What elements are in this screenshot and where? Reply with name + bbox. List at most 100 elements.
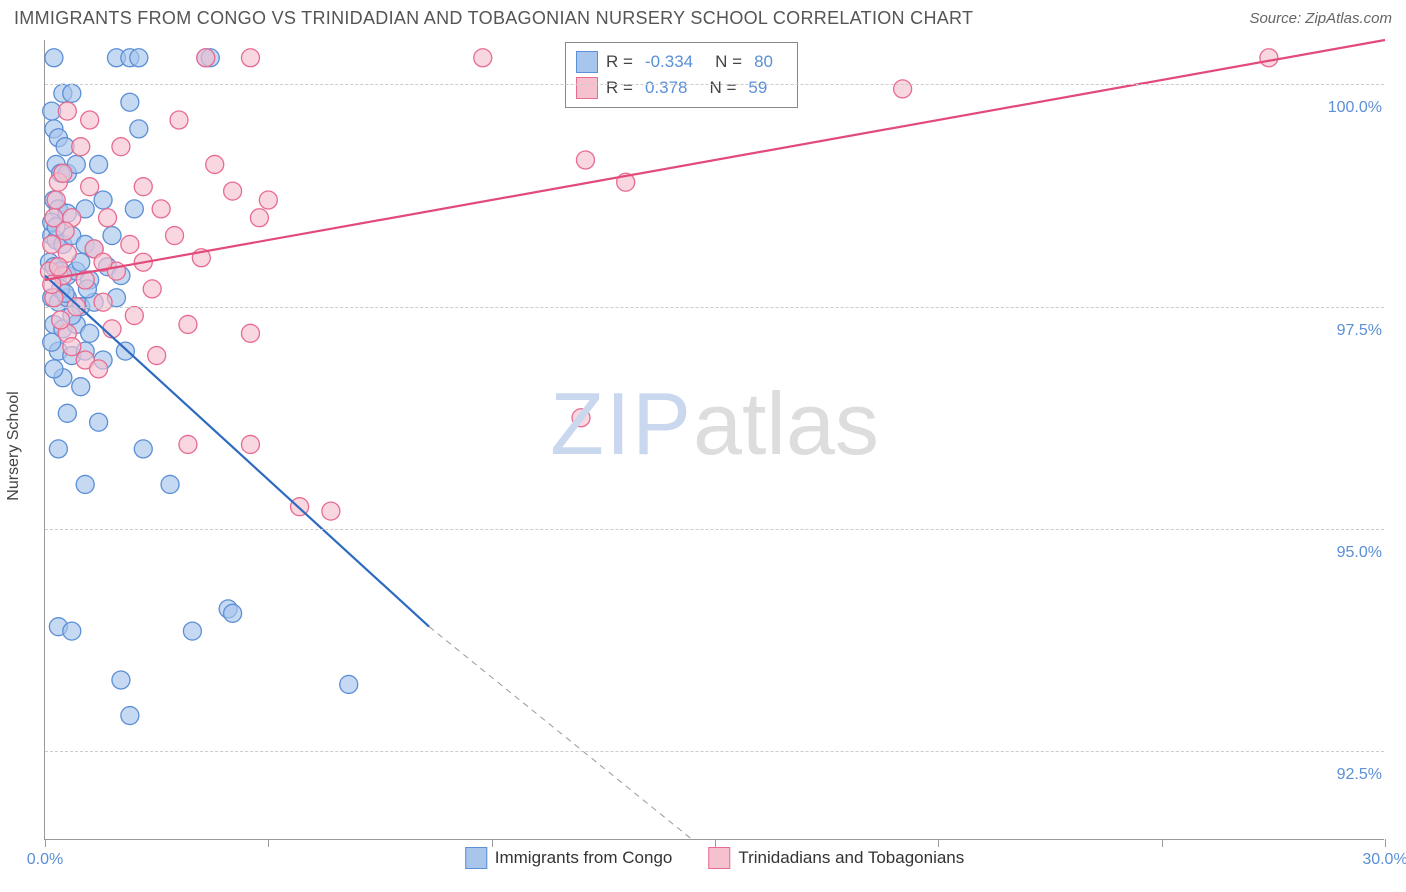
data-point (58, 404, 76, 422)
data-point (125, 307, 143, 325)
n-value: 80 (754, 52, 773, 72)
data-point (90, 413, 108, 431)
n-label: N = (709, 78, 736, 98)
data-point (224, 604, 242, 622)
data-point (121, 707, 139, 725)
data-point (45, 49, 63, 67)
data-point (148, 347, 166, 365)
gridline (45, 307, 1384, 308)
data-point (43, 333, 61, 351)
y-tick-label: 97.5% (1333, 322, 1386, 340)
data-point (52, 311, 70, 329)
data-point (49, 258, 67, 276)
data-point (179, 315, 197, 333)
y-tick-label: 95.0% (1333, 544, 1386, 562)
trend-line (45, 276, 429, 627)
data-point (99, 209, 117, 227)
data-point (81, 324, 99, 342)
data-point (121, 93, 139, 111)
data-point (166, 227, 184, 245)
chart-plot-area: ZIPatlas R =-0.334N =80R =0.378N =59 Imm… (44, 40, 1384, 840)
y-tick-label: 100.0% (1324, 99, 1386, 117)
r-value: 0.378 (645, 78, 688, 98)
data-point (81, 178, 99, 196)
legend-row: R =0.378N =59 (576, 75, 787, 101)
data-point (58, 102, 76, 120)
data-point (47, 191, 65, 209)
data-point (112, 671, 130, 689)
data-point (112, 138, 130, 156)
data-point (241, 324, 259, 342)
legend-item: Immigrants from Congo (465, 847, 673, 869)
x-tick (492, 839, 493, 847)
legend-label: Immigrants from Congo (495, 848, 673, 868)
data-point (1260, 49, 1278, 67)
data-point (94, 293, 112, 311)
data-point (474, 49, 492, 67)
gridline (45, 751, 1384, 752)
data-point (250, 209, 268, 227)
data-point (130, 120, 148, 138)
data-point (63, 338, 81, 356)
data-point (56, 222, 74, 240)
x-tick (715, 839, 716, 847)
legend-swatch (576, 77, 598, 99)
x-tick (1162, 839, 1163, 847)
data-point (116, 342, 134, 360)
data-point (49, 440, 67, 458)
data-point (894, 80, 912, 98)
data-point (572, 409, 590, 427)
data-point (241, 49, 259, 67)
data-point (259, 191, 277, 209)
series-legend: Immigrants from Congo Trinidadians and To… (465, 847, 965, 869)
x-tick (45, 839, 46, 847)
trend-extension (429, 627, 693, 840)
data-point (161, 475, 179, 493)
data-point (322, 502, 340, 520)
data-point (63, 84, 81, 102)
legend-swatch (708, 847, 730, 869)
data-point (125, 200, 143, 218)
data-point (130, 49, 148, 67)
data-point (206, 155, 224, 173)
data-point (90, 155, 108, 173)
data-point (576, 151, 594, 169)
data-point (224, 182, 242, 200)
x-tick (938, 839, 939, 847)
data-point (121, 235, 139, 253)
data-point (81, 111, 99, 129)
gridline (45, 84, 1384, 85)
data-point (152, 200, 170, 218)
data-point (197, 49, 215, 67)
legend-row: R =-0.334N =80 (576, 49, 787, 75)
data-point (72, 138, 90, 156)
data-point (143, 280, 161, 298)
legend-swatch (465, 847, 487, 869)
data-point (54, 164, 72, 182)
x-tick-label: 30.0% (1362, 851, 1406, 869)
data-point (94, 191, 112, 209)
data-point (103, 227, 121, 245)
stats-legend: R =-0.334N =80R =0.378N =59 (565, 42, 798, 108)
legend-swatch (576, 51, 598, 73)
n-label: N = (715, 52, 742, 72)
data-point (340, 675, 358, 693)
y-axis-label: Nursery School (5, 391, 23, 500)
gridline (45, 529, 1384, 530)
data-point (179, 435, 197, 453)
source-credit: Source: ZipAtlas.com (1249, 10, 1392, 27)
legend-label: Trinidadians and Tobagonians (738, 848, 964, 868)
x-tick-label: 0.0% (27, 851, 63, 869)
x-tick (268, 839, 269, 847)
data-point (45, 360, 63, 378)
data-point (241, 435, 259, 453)
legend-item: Trinidadians and Tobagonians (708, 847, 964, 869)
data-point (134, 178, 152, 196)
data-point (43, 235, 61, 253)
chart-title: IMMIGRANTS FROM CONGO VS TRINIDADIAN AND… (14, 8, 973, 29)
r-label: R = (606, 52, 633, 72)
data-point (76, 475, 94, 493)
data-point (103, 320, 121, 338)
r-label: R = (606, 78, 633, 98)
x-tick (1385, 839, 1386, 847)
